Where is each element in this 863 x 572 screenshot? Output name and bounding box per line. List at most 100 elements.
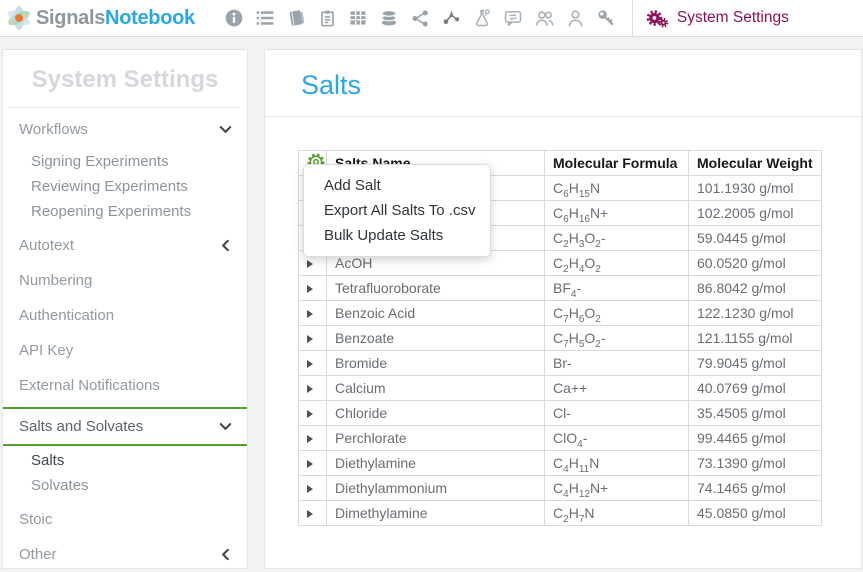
key-icon[interactable] — [591, 3, 622, 33]
molecular-weight-cell: 79.9045 g/mol — [688, 350, 822, 376]
molecular-weight-cell: 59.0445 g/mol — [688, 225, 822, 251]
salt-name-cell: Tetrafluoroborate — [326, 275, 545, 301]
page-title: Salts — [301, 70, 362, 100]
table-row: Bromide Br- 79.9045 g/mol — [298, 350, 822, 376]
sidebar-subitem-reviewing-experiments[interactable]: Reviewing Experiments — [31, 178, 188, 195]
molecular-formula-cell: C2H4O2 — [544, 250, 689, 276]
table-row: Dimethylamine C2H7N 45.0850 g/mol — [298, 500, 822, 526]
molecular-formula-cell: C6H16N+ — [544, 200, 689, 226]
molecular-formula-cell: Ca++ — [544, 375, 689, 401]
app-title: SignalsNotebook — [36, 6, 195, 29]
sidebar-item-label: Other — [19, 546, 57, 563]
row-expand-arrow[interactable] — [298, 475, 327, 501]
molecular-weight-cell: 122.1230 g/mol — [688, 300, 822, 326]
row-expand-arrow[interactable] — [298, 325, 327, 351]
menu-item-export-all-salts-to-csv[interactable]: Export All Salts To .csv — [324, 201, 476, 219]
sidebar-item-label: API Key — [19, 342, 74, 359]
chat-icon[interactable] — [498, 3, 529, 33]
menu-item-bulk-update-salts[interactable]: Bulk Update Salts — [324, 226, 444, 244]
triangle-right-icon — [307, 435, 313, 443]
nav-divider — [631, 0, 633, 36]
molecular-formula-cell: Br- — [544, 350, 689, 376]
top-nav: SignalsNotebook — [0, 0, 863, 37]
sidebar-item-label: Salts and Solvates — [19, 418, 144, 435]
user-icon[interactable] — [560, 3, 591, 33]
notebook-icon[interactable] — [281, 3, 312, 33]
sidebar-item-other[interactable]: Other — [3, 537, 247, 572]
sidebar-divider — [9, 107, 241, 108]
sidebar-item-workflows[interactable]: Workflows — [3, 112, 247, 147]
triangle-right-icon — [307, 285, 313, 293]
sidebar-subitem-signing-experiments[interactable]: Signing Experiments — [31, 153, 169, 170]
triangle-right-icon — [307, 510, 313, 518]
salt-name-cell: Diethylammonium — [326, 475, 545, 501]
list-icon[interactable] — [250, 3, 281, 33]
row-expand-arrow[interactable] — [298, 450, 327, 476]
table-row: Benzoate C7H5O2- 121.1155 g/mol — [298, 325, 822, 351]
database-icon[interactable] — [374, 3, 405, 33]
info-icon[interactable] — [219, 3, 250, 33]
clipboard-icon[interactable] — [312, 3, 343, 33]
molecular-weight-cell: 99.4465 g/mol — [688, 425, 822, 451]
column-header-molecular-formula: Molecular Formula — [544, 150, 689, 176]
molecule-icon[interactable] — [436, 3, 467, 33]
triangle-right-icon — [307, 385, 313, 393]
sidebar-subitem-salts[interactable]: Salts — [31, 452, 65, 469]
triangle-right-icon — [307, 460, 313, 468]
sidebar-item-authentication[interactable]: Authentication — [3, 298, 247, 333]
salts-table: Salts Name Molecular Formula Molecular W… — [298, 150, 822, 526]
table-row: Benzoic Acid C7H6O2 122.1230 g/mol — [298, 300, 822, 326]
sidebar-subitems: Signing Experiments Reviewing Experiments… — [3, 147, 247, 228]
salt-name-cell: Calcium — [326, 375, 545, 401]
flask-icon[interactable] — [467, 3, 498, 33]
molecular-formula-cell: C7H6O2 — [544, 300, 689, 326]
table-row: Perchlorate ClO4- 99.4465 g/mol — [298, 425, 822, 451]
row-expand-arrow[interactable] — [298, 350, 327, 376]
sidebar-item-api-key[interactable]: API Key — [3, 333, 247, 368]
sidebar-subitem-solvates[interactable]: Solvates — [31, 477, 89, 494]
main-panel: Salts Salts Name Molecular Formula Molec… — [264, 49, 862, 569]
molecular-weight-cell: 60.0520 g/mol — [688, 250, 822, 276]
users-icon[interactable] — [529, 3, 560, 33]
gears-icon — [646, 10, 669, 28]
molecular-formula-cell: ClO4- — [544, 425, 689, 451]
molecular-formula-cell: C4H12N+ — [544, 475, 689, 501]
row-expand-arrow[interactable] — [298, 275, 327, 301]
sidebar-item-label: External Notifications — [19, 377, 160, 394]
salt-name-cell: Perchlorate — [326, 425, 545, 451]
share-icon[interactable] — [405, 3, 436, 33]
sidebar-subitems: Salts Solvates — [3, 446, 247, 502]
molecular-weight-cell: 86.8042 g/mol — [688, 275, 822, 301]
sidebar-item-label: Numbering — [19, 272, 93, 289]
salt-name-cell: Chloride — [326, 400, 545, 426]
salt-name-cell: Benzoic Acid — [326, 300, 545, 326]
molecular-weight-cell: 74.1465 g/mol — [688, 475, 822, 501]
sidebar-item-external-notifications[interactable]: External Notifications — [3, 368, 247, 403]
sidebar-item-numbering[interactable]: Numbering — [3, 263, 247, 298]
triangle-right-icon — [307, 310, 313, 318]
table-icon[interactable] — [343, 3, 374, 33]
salt-name-cell: Benzoate — [326, 325, 545, 351]
row-expand-arrow[interactable] — [298, 300, 327, 326]
molecular-formula-cell: Cl- — [544, 400, 689, 426]
sidebar-item-salts-and-solvates[interactable]: Salts and Solvates — [3, 407, 247, 446]
sidebar-subitem-reopening-experiments[interactable]: Reopening Experiments — [31, 203, 192, 220]
menu-item-add-salt[interactable]: Add Salt — [324, 176, 381, 194]
system-settings-nav-button[interactable]: System Settings — [645, 7, 789, 29]
row-expand-arrow[interactable] — [298, 425, 327, 451]
sidebar-item-stoic[interactable]: Stoic — [3, 502, 247, 537]
row-expand-arrow[interactable] — [298, 500, 327, 526]
app-logo[interactable]: SignalsNotebook — [6, 5, 195, 31]
molecular-formula-cell: C2H7N — [544, 500, 689, 526]
molecular-weight-cell: 73.1390 g/mol — [688, 450, 822, 476]
title-divider — [265, 116, 861, 117]
triangle-right-icon — [307, 335, 313, 343]
sidebar-nav: Workflows Signing Experiments Reviewing Ex… — [3, 112, 247, 572]
row-expand-arrow[interactable] — [298, 375, 327, 401]
table-row: Diethylamine C4H11N 73.1390 g/mol — [298, 450, 822, 476]
column-header-molecular-weight: Molecular Weight — [688, 150, 822, 176]
atom-logo-icon — [8, 6, 30, 30]
molecular-weight-cell: 121.1155 g/mol — [688, 325, 822, 351]
sidebar-item-autotext[interactable]: Autotext — [3, 228, 247, 263]
row-expand-arrow[interactable] — [298, 400, 327, 426]
